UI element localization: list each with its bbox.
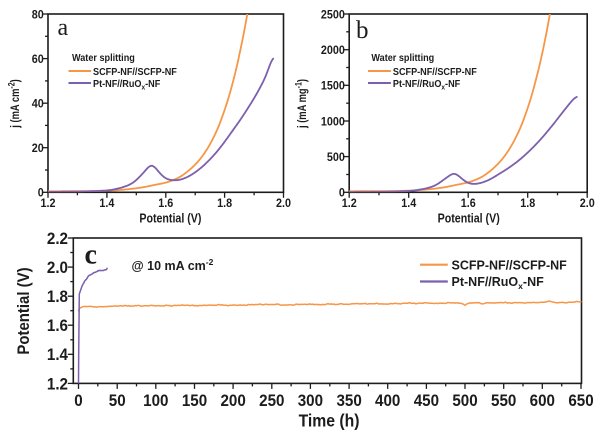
- svg-text:0: 0: [38, 187, 44, 200]
- svg-text:1.2: 1.2: [40, 198, 55, 211]
- svg-text:Pt-NF//RuOx-NF: Pt-NF//RuOx-NF: [393, 78, 460, 91]
- svg-text:350: 350: [336, 392, 361, 410]
- svg-text:2000: 2000: [321, 45, 345, 58]
- svg-text:a: a: [58, 15, 69, 41]
- svg-text:550: 550: [491, 392, 516, 410]
- svg-text:450: 450: [414, 392, 439, 410]
- svg-text:650: 650: [568, 392, 593, 410]
- svg-text:20: 20: [32, 143, 44, 156]
- svg-text:1.4: 1.4: [99, 198, 115, 211]
- svg-text:0: 0: [74, 392, 83, 410]
- svg-text:150: 150: [182, 392, 207, 410]
- svg-text:Potential (V): Potential (V): [438, 210, 500, 225]
- svg-text:Pt-NF//RuOx-NF: Pt-NF//RuOx-NF: [452, 275, 545, 291]
- svg-text:2.0: 2.0: [580, 198, 595, 211]
- svg-text:1.6: 1.6: [461, 198, 476, 211]
- svg-text:2500: 2500: [321, 9, 345, 22]
- svg-text:@ 10 mA cm-2: @ 10 mA cm-2: [132, 257, 214, 273]
- svg-text:1500: 1500: [321, 80, 345, 93]
- svg-text:c: c: [85, 240, 97, 271]
- svg-text:80: 80: [32, 9, 44, 22]
- svg-text:2.0: 2.0: [276, 198, 291, 211]
- svg-text:j (mA mg-1): j (mA mg-1): [294, 79, 310, 129]
- svg-text:1.8: 1.8: [520, 198, 535, 211]
- svg-text:50: 50: [109, 392, 126, 410]
- svg-text:1.4: 1.4: [401, 198, 417, 211]
- svg-text:SCFP-NF//SCFP-NF: SCFP-NF//SCFP-NF: [93, 66, 177, 78]
- svg-text:1.4: 1.4: [47, 347, 68, 365]
- svg-text:j (mA cm-2): j (mA cm-2): [7, 79, 23, 129]
- svg-text:250: 250: [259, 392, 284, 410]
- svg-text:b: b: [356, 17, 369, 44]
- svg-text:500: 500: [327, 151, 345, 164]
- svg-text:100: 100: [143, 392, 168, 410]
- svg-text:0: 0: [339, 187, 345, 200]
- svg-text:2.2: 2.2: [47, 230, 68, 248]
- svg-text:1.6: 1.6: [47, 318, 68, 336]
- svg-text:Time (h): Time (h): [299, 411, 360, 431]
- svg-text:60: 60: [32, 53, 44, 66]
- svg-text:Potential (V): Potential (V): [139, 210, 201, 225]
- svg-text:200: 200: [220, 392, 245, 410]
- svg-text:Water splitting: Water splitting: [72, 52, 135, 64]
- svg-text:1.8: 1.8: [217, 198, 232, 211]
- svg-text:2.0: 2.0: [47, 259, 68, 277]
- svg-text:SCFP-NF//SCFP-NF: SCFP-NF//SCFP-NF: [393, 66, 477, 78]
- svg-text:1.2: 1.2: [47, 376, 68, 394]
- svg-text:1.6: 1.6: [158, 198, 173, 211]
- svg-text:500: 500: [452, 392, 477, 410]
- svg-text:SCFP-NF//SCFP-NF: SCFP-NF//SCFP-NF: [452, 258, 568, 272]
- svg-text:400: 400: [375, 392, 400, 410]
- svg-text:1000: 1000: [321, 116, 345, 129]
- svg-text:Water splitting: Water splitting: [371, 52, 434, 64]
- svg-text:600: 600: [530, 392, 555, 410]
- svg-text:1.2: 1.2: [342, 198, 357, 211]
- svg-text:1.8: 1.8: [47, 289, 68, 307]
- svg-text:40: 40: [32, 98, 44, 111]
- svg-text:Pt-NF//RuOx-NF: Pt-NF//RuOx-NF: [93, 78, 160, 91]
- svg-text:300: 300: [298, 392, 323, 410]
- svg-text:Potential (V): Potential (V): [15, 267, 33, 354]
